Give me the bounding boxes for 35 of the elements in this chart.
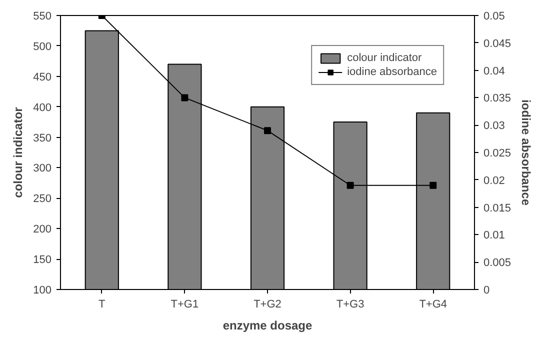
y2-tick-label: 0.05 — [484, 10, 505, 22]
y-tick-label: 500 — [33, 40, 52, 53]
y2-tick-label: 0.045 — [484, 38, 512, 50]
y-tick-label: 100 — [33, 284, 52, 296]
x-tick-label: T+G2 — [254, 298, 282, 310]
y-tick-label: 200 — [33, 224, 52, 236]
y2-tick-label: 0.035 — [484, 92, 512, 105]
x-tick-label: T — [98, 298, 106, 310]
y-tick-label: 250 — [33, 193, 52, 206]
y2-tick-label: 0.03 — [484, 120, 505, 132]
x-axis-title: enzyme dosage — [222, 318, 313, 332]
legend-label: iodine absorbance — [347, 66, 437, 78]
y2-tick-label: 0.015 — [484, 202, 512, 214]
y-tick-label: 300 — [33, 162, 52, 175]
x-tick-label: T+G4 — [419, 298, 448, 310]
point — [264, 127, 271, 134]
y-tick-label: 550 — [33, 10, 52, 22]
y2-tick-label: 0.025 — [484, 148, 512, 160]
y2-tick-label: 0.005 — [484, 257, 512, 270]
y-tick-label: 350 — [33, 132, 52, 144]
y2-tick-label: 0.02 — [484, 174, 505, 187]
point — [181, 94, 188, 102]
point — [430, 182, 437, 189]
y-axis-title: colour indicator — [11, 106, 26, 198]
y-tick-label: 450 — [33, 71, 52, 84]
y2-tick-label: 0 — [484, 284, 490, 296]
x-tick-label: T+G3 — [336, 298, 364, 310]
y2-tick-label: 0.01 — [484, 230, 505, 242]
point — [346, 182, 354, 189]
y2-tick-label: 0.04 — [484, 65, 505, 78]
y-tick-label: 400 — [33, 102, 52, 114]
y2-axis-title: iodine absorbance — [519, 99, 534, 206]
legend-label: colour indicator — [347, 52, 422, 64]
x-tick-label: T+G1 — [170, 298, 199, 310]
y-tick-label: 150 — [33, 254, 52, 266]
